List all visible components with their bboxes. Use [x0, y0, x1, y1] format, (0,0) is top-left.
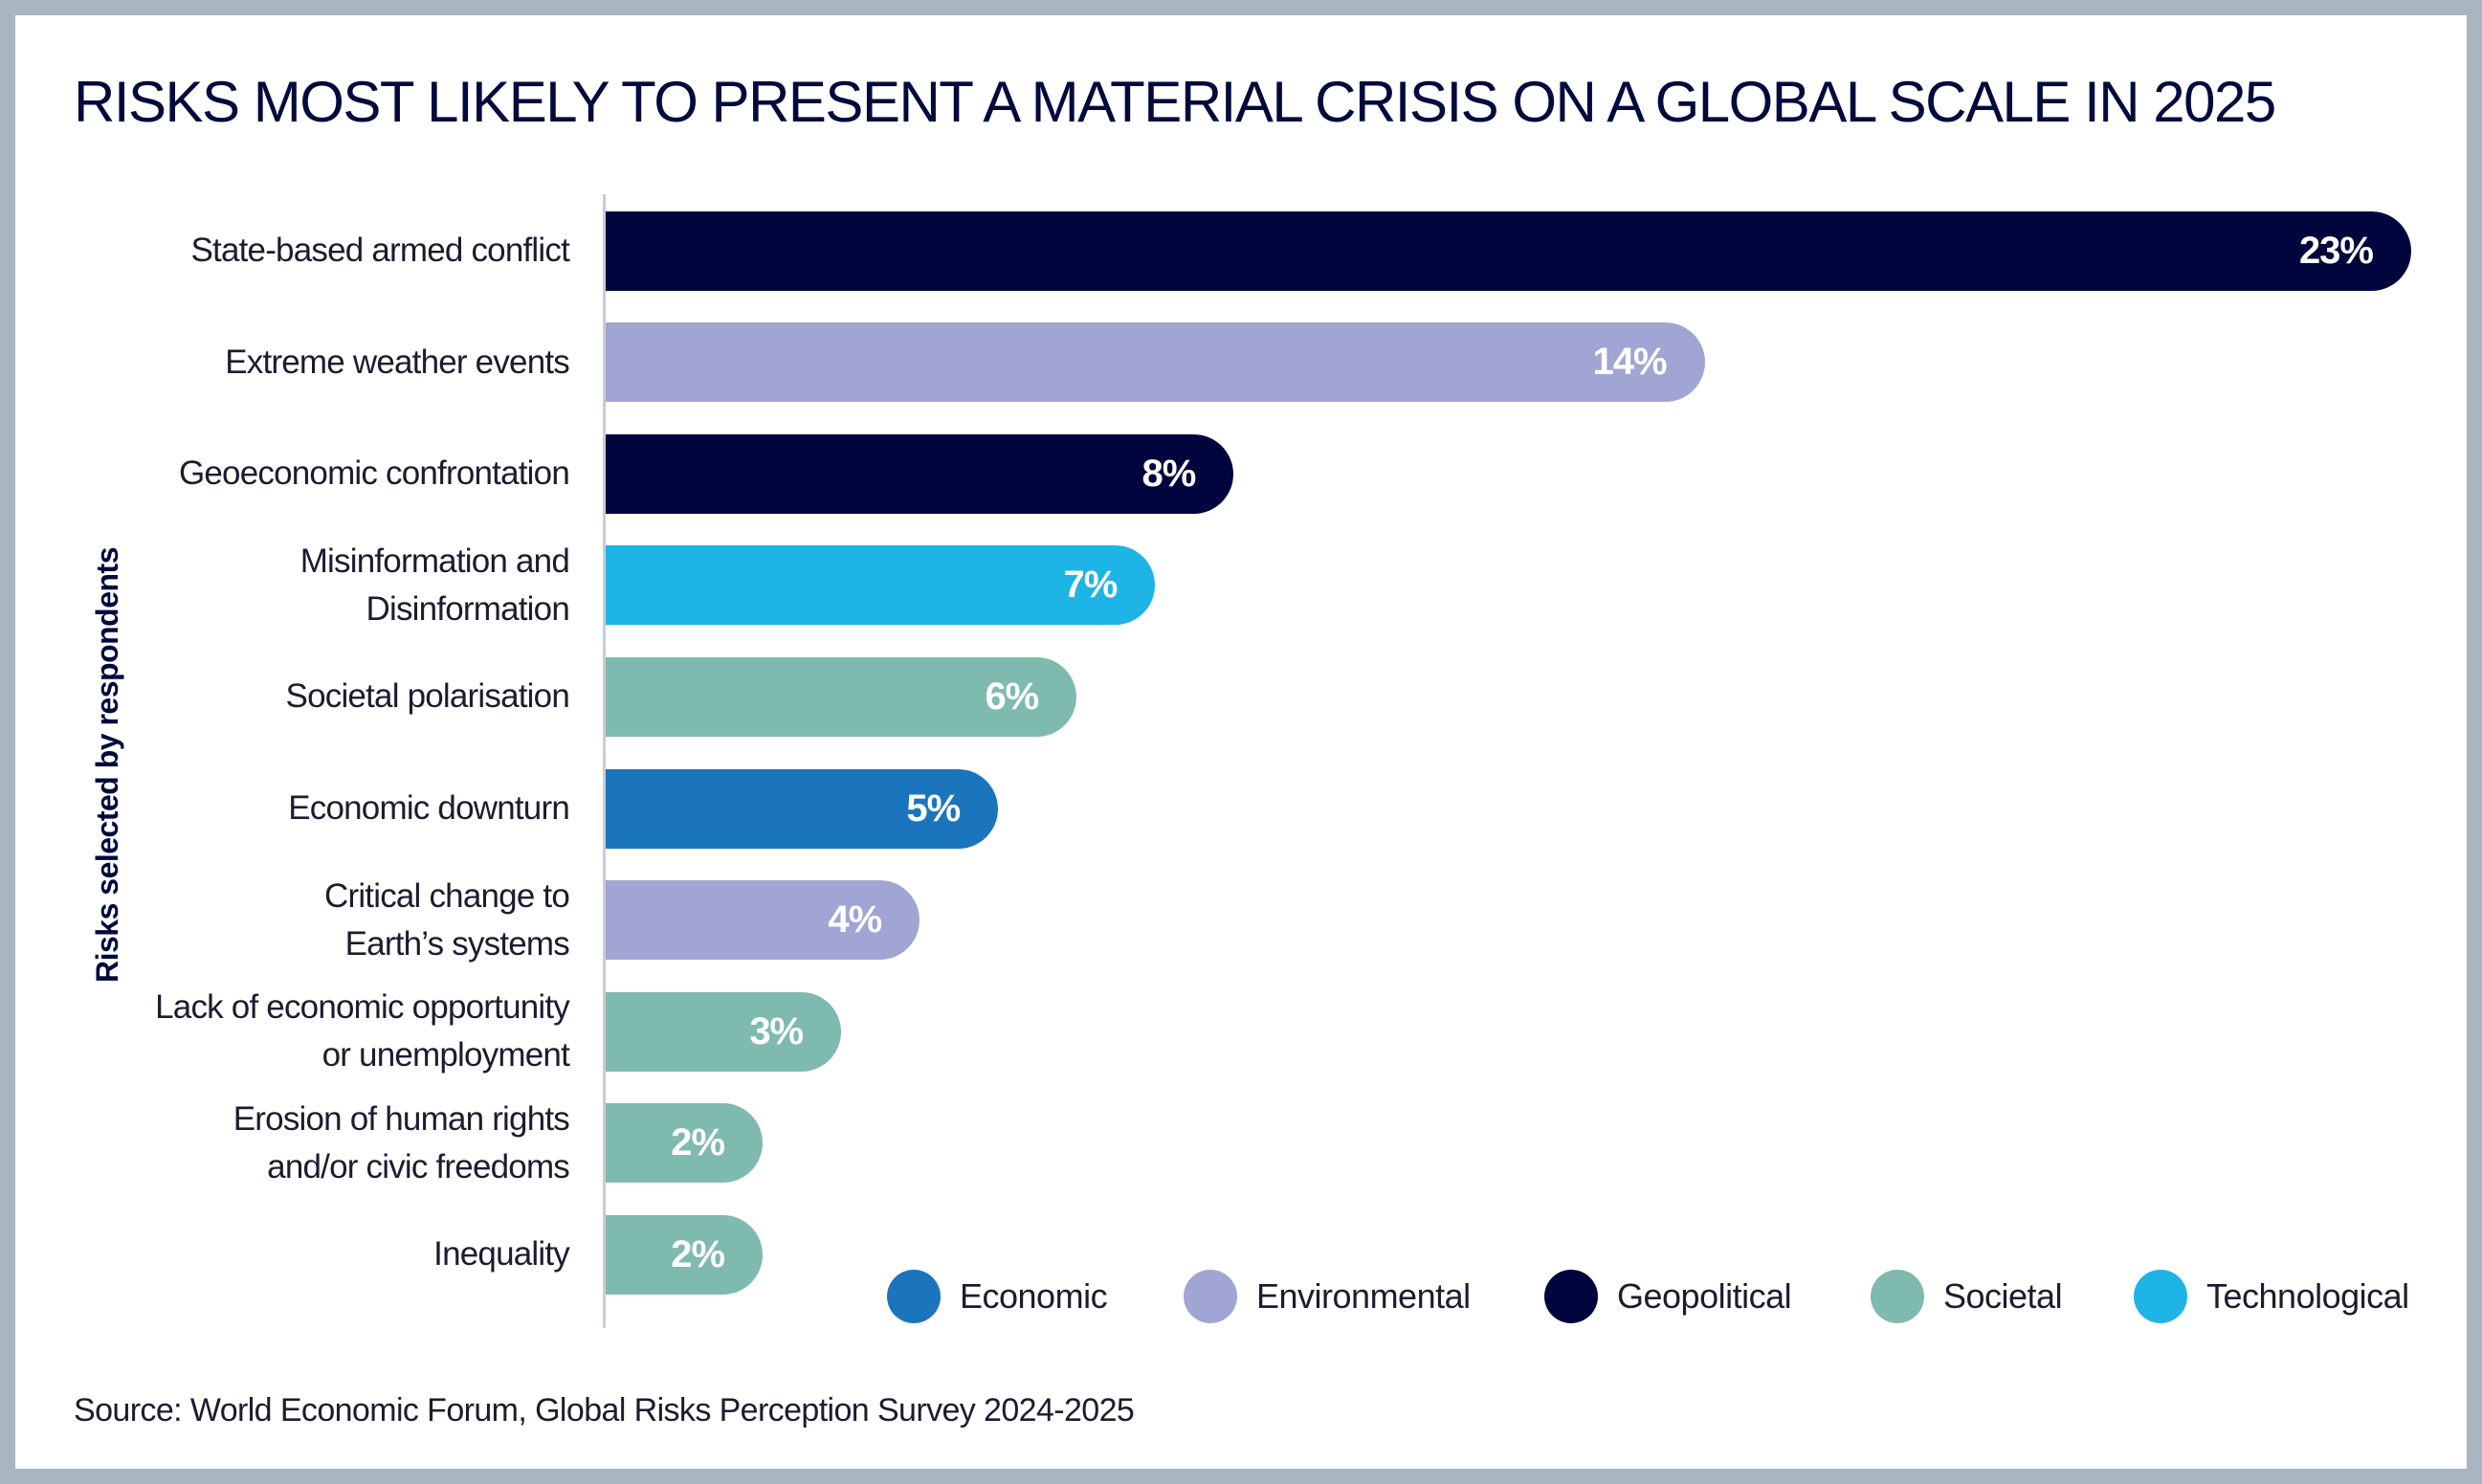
- data-label: 4%: [828, 898, 882, 941]
- category-label: Erosion of human rights and/or civic free…: [233, 1099, 570, 1185]
- data-label: 2%: [671, 1121, 725, 1164]
- legend-item: Societal: [1871, 1270, 2063, 1323]
- y-axis-line: [603, 194, 606, 1328]
- bar: 2%: [606, 1103, 764, 1184]
- legend-item: Economic: [887, 1270, 1108, 1323]
- bar: 8%: [606, 433, 1234, 514]
- legend-swatch: [2134, 1270, 2187, 1323]
- bar: 23%: [606, 210, 2411, 291]
- category-label: Geoeconomic confrontation: [178, 454, 570, 493]
- legend-swatch: [1184, 1270, 1237, 1323]
- category-label: Economic downturn: [288, 789, 570, 827]
- data-label: 14%: [1592, 341, 1668, 384]
- legend-label: Geopolitical: [1617, 1276, 1792, 1316]
- data-label: 8%: [1141, 452, 1197, 495]
- legend-swatch: [1871, 1270, 1924, 1323]
- bar: 5%: [606, 768, 999, 849]
- data-label: 7%: [1063, 564, 1118, 607]
- category-label: Critical change to Earth’s systems: [323, 876, 570, 963]
- chart-card: RISKS MOST LIKELY TO PRESENT A MATERIAL …: [15, 15, 2467, 1469]
- data-label: 3%: [749, 1009, 804, 1052]
- bar: 14%: [606, 322, 1705, 403]
- category-label: Societal polarisation: [285, 677, 570, 716]
- chart-title: RISKS MOST LIKELY TO PRESENT A MATERIAL …: [74, 70, 2276, 134]
- bar: 2%: [606, 1214, 764, 1295]
- legend-swatch: [887, 1270, 941, 1323]
- legend-label: Societal: [1943, 1276, 2063, 1316]
- category-label: Lack of economic opportunity or unemploym…: [155, 988, 570, 1074]
- data-label: 23%: [2298, 229, 2374, 272]
- legend-label: Environmental: [1256, 1276, 1471, 1316]
- data-label: 2%: [671, 1232, 725, 1275]
- data-label: 6%: [985, 675, 1039, 718]
- category-label: State-based armed conflict: [190, 232, 569, 269]
- legend-item: Environmental: [1184, 1270, 1471, 1323]
- legend-swatch: [1544, 1270, 1598, 1323]
- category-label: Misinformation and Disinformation: [299, 542, 570, 628]
- category-label: Inequality: [433, 1235, 570, 1274]
- bar: 6%: [606, 656, 1077, 737]
- legend-label: Technological: [2206, 1276, 2409, 1316]
- category-label: Extreme weather events: [225, 343, 570, 381]
- legend-item: Geopolitical: [1544, 1270, 1792, 1323]
- bar: 4%: [606, 880, 920, 961]
- legend-label: Economic: [960, 1276, 1108, 1316]
- bar: 7%: [606, 545, 1156, 626]
- bar: 3%: [606, 991, 842, 1072]
- legend-item: Technological: [2134, 1270, 2409, 1323]
- data-label: 5%: [906, 786, 961, 830]
- source-note: Source: World Economic Forum, Global Ris…: [74, 1392, 1135, 1429]
